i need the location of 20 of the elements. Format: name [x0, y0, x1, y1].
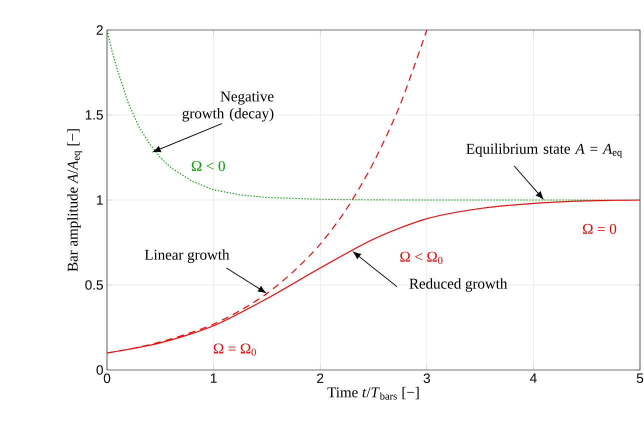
annotation: Ω = 0 — [583, 224, 616, 234]
x-tick-label: 2 — [317, 374, 324, 383]
x-tick-label: 4 — [530, 374, 537, 383]
x-tick-label: 3 — [424, 374, 430, 384]
y-tick-label: 0 — [96, 365, 103, 375]
x-axis-title: Time t/T$_{bars}$ [−] — [327, 386, 419, 400]
annotation: Reduced growth — [409, 278, 508, 292]
y-tick-label: 0.5 — [85, 280, 103, 290]
y-tick-label: 1 — [97, 195, 103, 205]
y-tick-label: 2 — [96, 25, 103, 35]
annotation: Equilibrium state A = A$_{eq}$ — [466, 143, 622, 158]
series-label: Ω < 0 — [192, 160, 225, 172]
series-label: Ω < Ω$_{0}$ — [400, 252, 442, 264]
annotation: Negative growth (decay) — [182, 91, 274, 122]
x-tick-label: 1 — [210, 374, 217, 383]
x-tick-label: 0 — [104, 374, 110, 384]
series-label: Ω = Ω$_{0}$ — [214, 344, 256, 356]
y-tick-label: 1.5 — [86, 110, 103, 120]
annotation: Linear growth — [144, 249, 230, 263]
x-tick-label: 5 — [636, 374, 644, 383]
